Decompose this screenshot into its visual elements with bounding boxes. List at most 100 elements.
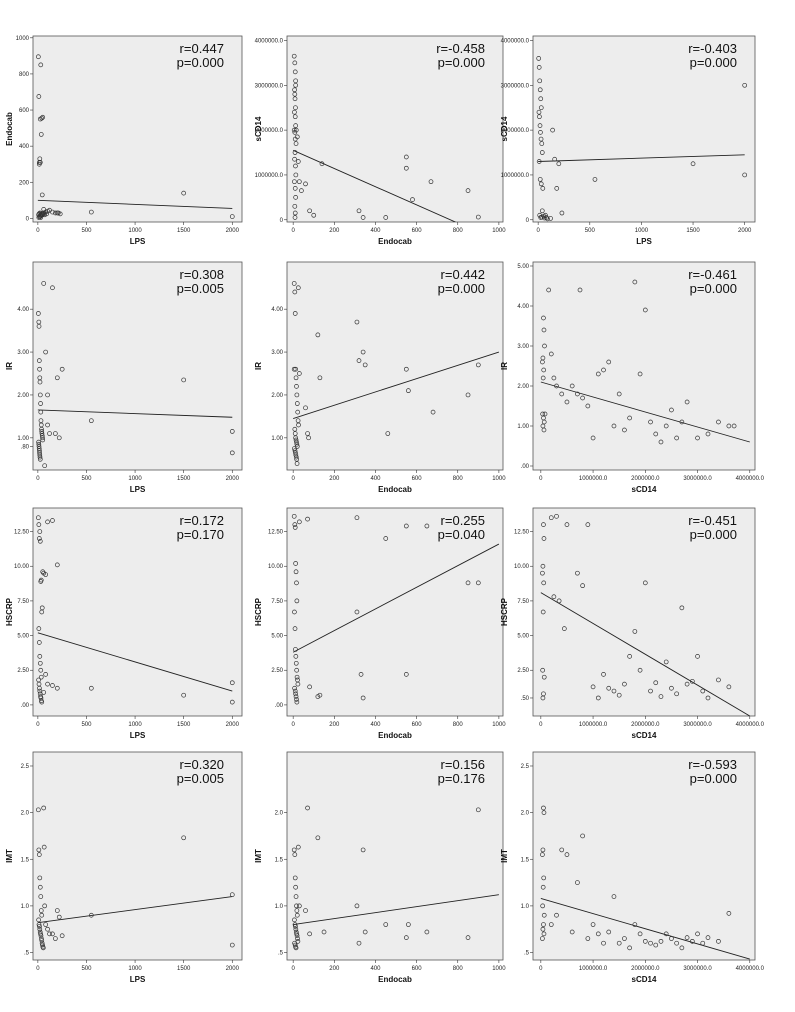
data-point bbox=[40, 569, 46, 575]
data-point bbox=[424, 523, 430, 529]
data-point bbox=[585, 522, 591, 527]
data-point bbox=[293, 437, 299, 443]
data-point bbox=[537, 114, 542, 120]
data-point bbox=[410, 197, 415, 202]
data-point bbox=[45, 519, 50, 525]
data-point bbox=[537, 123, 543, 128]
plot-area bbox=[32, 35, 243, 223]
data-point bbox=[37, 654, 43, 659]
data-point bbox=[291, 513, 297, 519]
x-tick-label: 500 bbox=[81, 722, 92, 728]
y-tick-label: 2000000.0 bbox=[255, 128, 284, 134]
correlation-r: r=0.320 bbox=[180, 757, 224, 772]
data-point bbox=[229, 214, 235, 219]
data-point bbox=[540, 695, 546, 701]
fit-line bbox=[540, 898, 750, 960]
x-tick-label: 800 bbox=[453, 966, 464, 972]
y-tick-label: 2.00 bbox=[17, 393, 29, 399]
data-point bbox=[293, 452, 299, 458]
data-point bbox=[606, 359, 612, 365]
data-point bbox=[679, 605, 685, 611]
data-point bbox=[428, 179, 434, 185]
data-point bbox=[559, 847, 565, 853]
x-tick-label: 200 bbox=[329, 966, 340, 972]
data-point bbox=[315, 332, 321, 338]
data-point bbox=[360, 215, 366, 220]
data-point bbox=[356, 208, 362, 214]
fit-line bbox=[37, 409, 233, 418]
data-point bbox=[36, 323, 42, 329]
scatter-panel-2: 0 200 400 600 800 1000 0 1000000.0 2000000.0 3000… bbox=[254, 35, 506, 246]
data-point bbox=[37, 454, 43, 460]
y-tick-label: .5 bbox=[24, 951, 30, 957]
data-point bbox=[658, 938, 664, 944]
data-point bbox=[292, 114, 298, 120]
data-point bbox=[317, 375, 323, 381]
data-point bbox=[731, 423, 737, 429]
data-point bbox=[292, 448, 298, 454]
data-point bbox=[292, 626, 298, 631]
data-point bbox=[537, 87, 543, 93]
data-point bbox=[541, 875, 547, 881]
scatter-panel-1: 0 500 1000 1500 2000 0 200 400 600 800 1000 LPS Endo… bbox=[5, 35, 243, 246]
data-point bbox=[595, 695, 601, 701]
data-point bbox=[40, 435, 45, 441]
data-point bbox=[229, 942, 235, 948]
x-axis-label: LPS bbox=[130, 237, 146, 246]
data-point bbox=[38, 674, 44, 680]
data-point bbox=[291, 366, 297, 372]
y-tick-label: 1000000.0 bbox=[255, 173, 284, 179]
data-point bbox=[38, 933, 44, 939]
data-point bbox=[88, 912, 94, 918]
y-tick-label: 1.5 bbox=[21, 857, 30, 863]
fit-line bbox=[293, 894, 499, 926]
data-point bbox=[293, 660, 299, 666]
data-point bbox=[45, 392, 50, 398]
x-tick-label: 1000 bbox=[128, 228, 142, 234]
data-point bbox=[548, 515, 554, 521]
x-tick-label: 4000000.0 bbox=[736, 476, 765, 482]
data-point bbox=[293, 569, 299, 575]
data-point bbox=[354, 319, 360, 325]
data-point bbox=[294, 674, 300, 680]
data-point bbox=[294, 697, 299, 702]
data-point bbox=[564, 522, 570, 527]
data-point bbox=[540, 903, 546, 909]
y-tick-label: 3.00 bbox=[517, 344, 529, 350]
data-point bbox=[637, 371, 643, 377]
data-point bbox=[38, 894, 44, 899]
data-point bbox=[538, 96, 544, 102]
data-point bbox=[465, 580, 471, 586]
data-point bbox=[43, 672, 48, 677]
x-tick-label: 0 bbox=[536, 228, 540, 234]
y-tick-label: 200 bbox=[19, 180, 30, 186]
data-point bbox=[293, 647, 298, 652]
data-point bbox=[292, 688, 298, 694]
data-point bbox=[292, 875, 298, 881]
data-point bbox=[36, 640, 42, 645]
p-value: p=0.040 bbox=[438, 527, 485, 542]
y-tick-label: .50 bbox=[521, 696, 530, 702]
x-tick-label: 2000 bbox=[738, 228, 752, 234]
data-point bbox=[538, 136, 544, 142]
y-axis-label: sCD14 bbox=[254, 116, 263, 141]
data-point bbox=[295, 844, 301, 850]
x-tick-label: 200 bbox=[329, 476, 340, 482]
data-point bbox=[552, 156, 558, 162]
data-point bbox=[742, 82, 748, 88]
y-tick-label: 5.00 bbox=[271, 634, 283, 640]
data-point bbox=[592, 177, 598, 182]
data-point bbox=[541, 327, 547, 333]
data-point bbox=[315, 694, 321, 699]
fit-line bbox=[540, 381, 750, 443]
data-point bbox=[541, 522, 546, 527]
data-point bbox=[669, 407, 674, 413]
data-point bbox=[292, 522, 298, 527]
data-point bbox=[695, 654, 700, 659]
data-point bbox=[539, 150, 545, 155]
data-point bbox=[293, 194, 298, 200]
x-tick-label: 2000 bbox=[226, 722, 240, 728]
data-point bbox=[36, 358, 42, 363]
data-point bbox=[538, 130, 543, 135]
data-point bbox=[50, 518, 55, 523]
